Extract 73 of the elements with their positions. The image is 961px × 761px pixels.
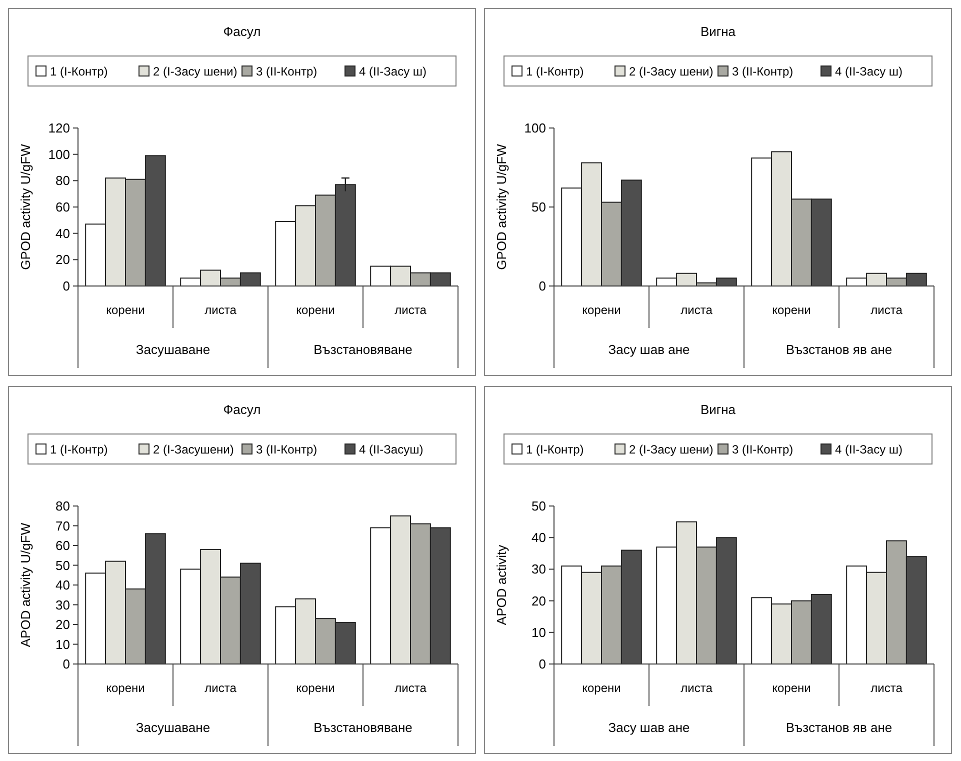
y-tick-label: 0	[538, 278, 546, 294]
legend-label: 3 (II-Контр)	[732, 442, 794, 456]
y-tick-label: 20	[56, 252, 70, 268]
y-tick-label: 40	[56, 578, 70, 592]
y-axis-title: GPOD activity U/gFW	[18, 143, 33, 270]
legend-label: 1 (I-Контр)	[50, 64, 108, 78]
y-tick-label: 30	[56, 597, 70, 612]
legend-label: 4 (II-Засуш)	[359, 442, 424, 456]
x-tick-label: корени	[106, 681, 145, 695]
x-tick-label: листа	[394, 303, 427, 317]
y-tick-label: 40	[56, 226, 70, 241]
x-tick-label: корени	[106, 303, 145, 317]
text: Засу шав ане	[608, 342, 690, 357]
legend-label: 1 (I-Контр)	[50, 442, 108, 456]
y-tick-label: 40	[532, 530, 546, 546]
y-tick-label: 120	[48, 120, 70, 136]
legend-label: 4 (II-Засу ш)	[835, 64, 903, 78]
y-tick-label: 50	[532, 200, 546, 214]
x-tick-label: корени	[582, 681, 621, 695]
x-tick-label: листа	[680, 681, 713, 695]
legend-label: 3 (II-Контр)	[732, 64, 794, 78]
text: Възстанов яв ане	[786, 342, 892, 357]
y-tick-label: 80	[56, 173, 70, 188]
y-tick-label: 100	[48, 146, 70, 162]
x-tick-label: листа	[870, 303, 903, 317]
x-tick-label: листа	[394, 681, 427, 695]
y-axis-title: GPOD activity U/gFW	[494, 143, 509, 270]
y-tick-label: 0	[62, 656, 70, 672]
x-tick-label: листа	[680, 303, 713, 317]
legend-label: 2 (I-Засу шени)	[629, 64, 714, 78]
text: Засу шав ане	[608, 720, 690, 735]
x-tick-label: корени	[296, 303, 335, 317]
y-tick-label: 10	[56, 636, 70, 652]
chart-title: Фасул	[223, 402, 261, 417]
y-tick-label: 50	[532, 498, 546, 514]
y-tick-label: 60	[56, 538, 70, 553]
x-tick-label: корени	[296, 681, 335, 695]
y-axis-title: APOD activity U/gFW	[18, 522, 33, 648]
legend-label: 3 (II-Контр)	[256, 64, 318, 78]
chart-title: Вигна	[700, 24, 736, 39]
legend-label: 4 (II-Засу ш)	[835, 442, 903, 456]
y-tick-label: 20	[56, 617, 70, 632]
legend-label: 3 (II-Контр)	[256, 442, 318, 456]
x-tick-label: листа	[870, 681, 903, 695]
legend-label: 2 (I-Засу шени)	[629, 442, 714, 456]
y-tick-label: 70	[56, 518, 70, 534]
y-axis-title: APOD activity	[494, 544, 509, 626]
y-tick-label: 0	[62, 278, 70, 294]
text: Възстановяване	[314, 342, 412, 357]
legend-label: 4 (II-Засу ш)	[359, 64, 427, 78]
legend-label: 1 (I-Контр)	[526, 442, 584, 456]
legend-label: 2 (I-Засушени)	[153, 442, 234, 456]
y-tick-label: 30	[532, 562, 546, 577]
y-tick-label: 0	[538, 656, 546, 672]
text: Възстановяване	[314, 720, 412, 735]
text: Засушаване	[136, 720, 210, 735]
y-tick-label: 50	[56, 558, 70, 573]
text: Засушаване	[136, 342, 210, 357]
chart-title: Фасул	[223, 24, 261, 39]
legend-label: 1 (I-Контр)	[526, 64, 584, 78]
x-tick-label: листа	[204, 303, 237, 317]
x-tick-label: корени	[772, 681, 811, 695]
y-tick-label: 60	[56, 200, 70, 214]
x-tick-label: корени	[582, 303, 621, 317]
chart-title: Вигна	[700, 402, 736, 417]
y-tick-label: 10	[532, 624, 546, 640]
x-tick-label: листа	[204, 681, 237, 695]
text: Възстанов яв ане	[786, 720, 892, 735]
y-tick-label: 80	[56, 498, 70, 514]
legend-label: 2 (I-Засу шени)	[153, 64, 238, 78]
y-tick-label: 100	[524, 120, 546, 136]
y-tick-label: 20	[532, 593, 546, 608]
x-tick-label: корени	[772, 303, 811, 317]
